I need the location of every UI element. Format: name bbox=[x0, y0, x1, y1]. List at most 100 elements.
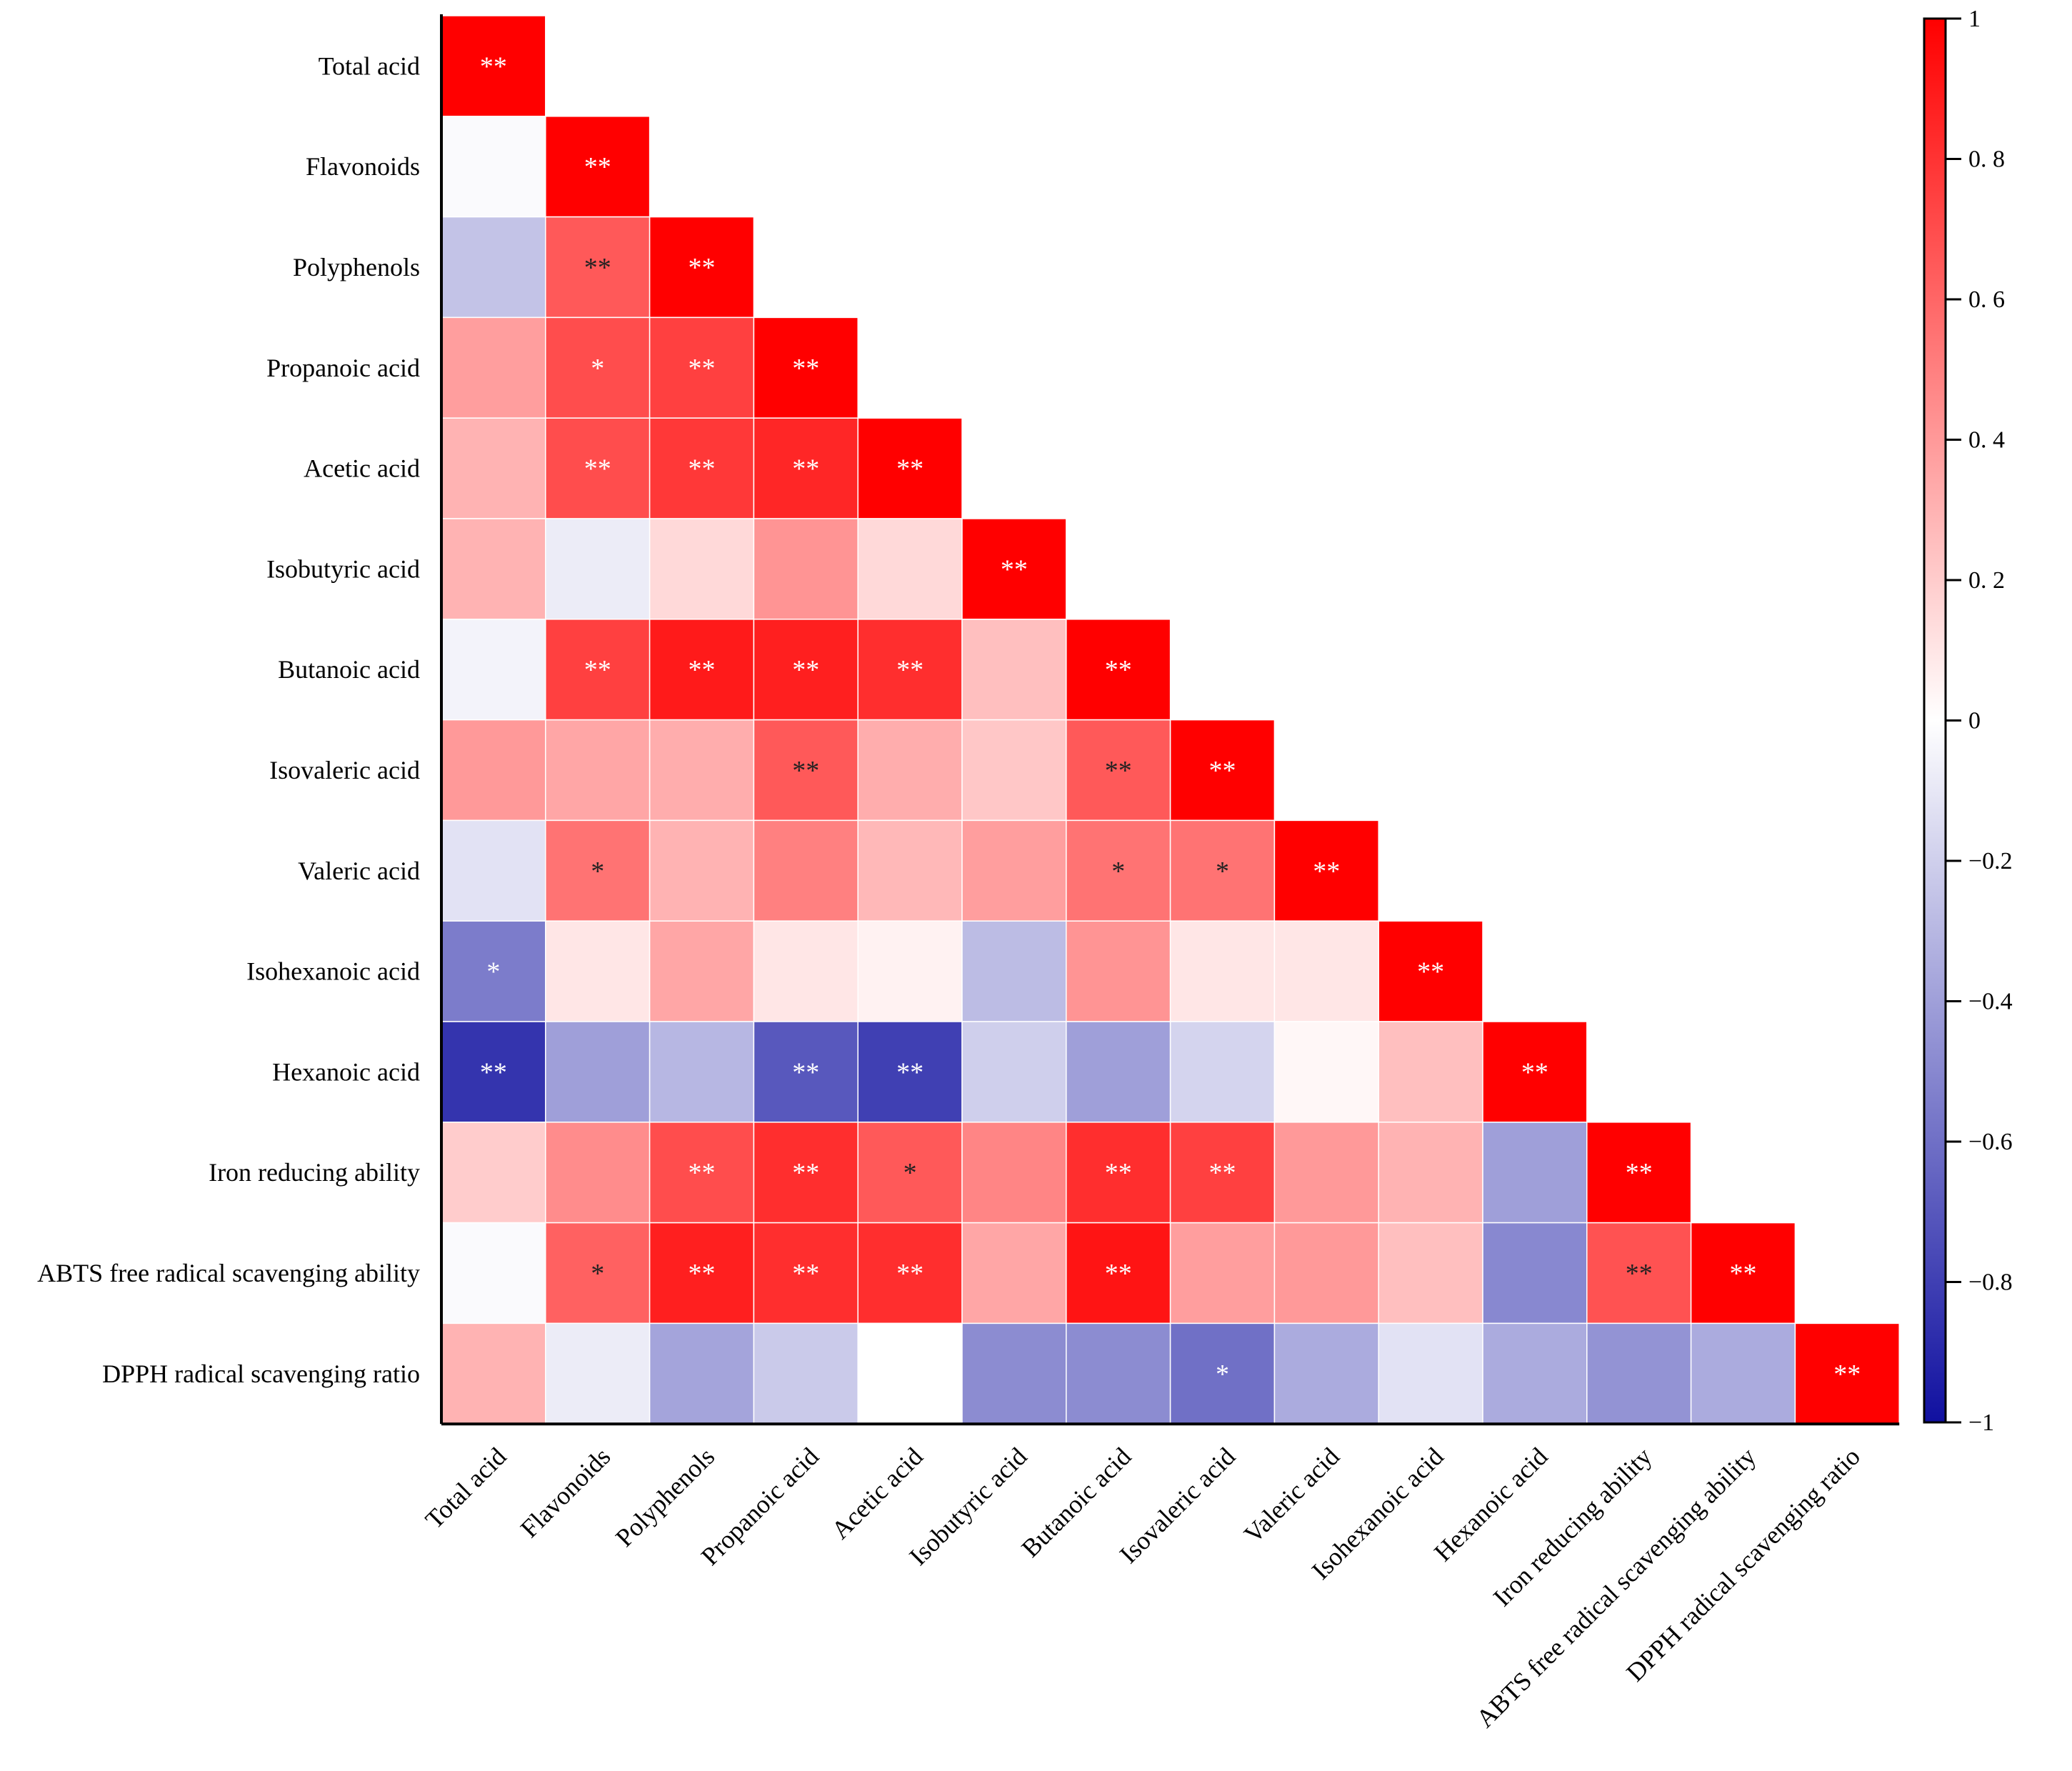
cell-polyphenols-total-acid bbox=[441, 216, 546, 319]
y-tick-label-valeric-acid: Valeric acid bbox=[298, 857, 420, 885]
cell-abts-free-radical-scavenging-ability-acetic-acid bbox=[857, 1222, 963, 1324]
y-tick-label-isohexanoic-acid: Isohexanoic acid bbox=[246, 957, 420, 986]
cell-hexanoic-acid-hexanoic-acid bbox=[1482, 1021, 1588, 1123]
cell-abts-free-radical-scavenging-ability-polyphenols bbox=[649, 1222, 755, 1324]
significance-marker: ** bbox=[689, 1259, 716, 1289]
cell-isobutyric-acid-total-acid bbox=[441, 518, 546, 620]
x-tick-label-acetic-acid: Acetic acid bbox=[826, 1442, 928, 1545]
significance-marker: ** bbox=[584, 152, 611, 182]
colorbar-tick-label: −0.6 bbox=[1968, 1129, 2013, 1155]
cell-hexanoic-acid-isovaleric-acid bbox=[1169, 1021, 1276, 1123]
cell-polyphenols-flavonoids bbox=[545, 216, 651, 319]
cell-isobutyric-acid-acetic-acid bbox=[857, 518, 963, 620]
y-tick-label-total-acid: Total acid bbox=[319, 51, 420, 80]
cell-butanoic-acid-acetic-acid bbox=[857, 619, 963, 721]
cell-isobutyric-acid-polyphenols bbox=[649, 518, 755, 620]
cell-valeric-acid-isobutyric-acid bbox=[961, 819, 1067, 922]
cell-abts-free-radical-scavenging-ability-propanoic-acid bbox=[753, 1222, 859, 1324]
cell-isohexanoic-acid-butanoic-acid bbox=[1066, 920, 1171, 1022]
cell-valeric-acid-butanoic-acid bbox=[1066, 819, 1171, 922]
cell-isohexanoic-acid-polyphenols bbox=[649, 920, 755, 1022]
cell-butanoic-acid-propanoic-acid bbox=[753, 619, 859, 721]
cell-isohexanoic-acid-propanoic-acid bbox=[753, 920, 859, 1022]
cell-propanoic-acid-total-acid bbox=[441, 316, 546, 419]
significance-marker: ** bbox=[1730, 1259, 1757, 1289]
significance-marker: ** bbox=[1209, 756, 1236, 786]
cell-abts-free-radical-scavenging-ability-abts-free-radical-scavenging-ability bbox=[1690, 1222, 1796, 1324]
y-tick-label-butanoic-acid: Butanoic acid bbox=[278, 655, 420, 684]
significance-marker: * bbox=[1216, 857, 1229, 887]
y-tick-label-polyphenols: Polyphenols bbox=[293, 253, 420, 281]
cell-abts-free-radical-scavenging-ability-total-acid bbox=[441, 1222, 546, 1324]
significance-marker: ** bbox=[896, 1057, 924, 1087]
cell-dpph-radical-scavenging-ratio-abts-free-radical-scavenging-ability bbox=[1690, 1322, 1796, 1425]
cell-hexanoic-acid-acetic-acid bbox=[857, 1021, 963, 1123]
y-tick-label-isobutyric-acid: Isobutyric acid bbox=[266, 554, 420, 583]
cell-iron-reducing-ability-hexanoic-acid bbox=[1482, 1122, 1588, 1224]
cell-butanoic-acid-isobutyric-acid bbox=[961, 619, 1067, 721]
significance-marker: ** bbox=[896, 655, 924, 685]
cell-isohexanoic-acid-flavonoids bbox=[545, 920, 651, 1022]
cell-isovaleric-acid-total-acid bbox=[441, 719, 546, 822]
cell-dpph-radical-scavenging-ratio-total-acid bbox=[441, 1322, 546, 1425]
significance-marker: * bbox=[591, 1259, 604, 1289]
cell-iron-reducing-ability-valeric-acid bbox=[1273, 1122, 1379, 1224]
y-tick-label-dpph-radical-scavenging-ratio: DPPH radical scavenging ratio bbox=[102, 1360, 420, 1388]
cell-butanoic-acid-polyphenols bbox=[649, 619, 755, 721]
cell-hexanoic-acid-butanoic-acid bbox=[1066, 1021, 1171, 1123]
colorbar-tick-label: 0. 4 bbox=[1968, 427, 2005, 454]
y-tick-label-hexanoic-acid: Hexanoic acid bbox=[272, 1057, 420, 1086]
cell-hexanoic-acid-total-acid bbox=[441, 1021, 546, 1123]
significance-marker: * bbox=[591, 857, 604, 887]
cell-valeric-acid-acetic-acid bbox=[857, 819, 963, 922]
significance-marker: ** bbox=[1209, 1158, 1236, 1188]
cell-flavonoids-flavonoids bbox=[545, 116, 651, 218]
cell-valeric-acid-valeric-acid bbox=[1273, 819, 1379, 922]
significance-marker: ** bbox=[1105, 1259, 1132, 1289]
cell-valeric-acid-polyphenols bbox=[649, 819, 755, 922]
colorbar-tick-label: −1 bbox=[1968, 1410, 1994, 1436]
significance-marker: ** bbox=[896, 1259, 924, 1289]
significance-marker: ** bbox=[896, 454, 924, 484]
significance-marker: ** bbox=[1313, 857, 1340, 887]
cell-isobutyric-acid-propanoic-acid bbox=[753, 518, 859, 620]
significance-marker: * bbox=[486, 957, 500, 987]
y-tick-label-propanoic-acid: Propanoic acid bbox=[266, 354, 420, 382]
x-tick-label-total-acid: Total acid bbox=[420, 1442, 512, 1535]
significance-marker: * bbox=[1111, 857, 1125, 887]
y-tick-label-iron-reducing-ability: Iron reducing ability bbox=[209, 1158, 420, 1187]
cell-dpph-radical-scavenging-ratio-isohexanoic-acid bbox=[1378, 1322, 1483, 1425]
significance-marker: ** bbox=[1521, 1057, 1548, 1087]
significance-marker: ** bbox=[480, 51, 507, 81]
x-tick-label-flavonoids: Flavonoids bbox=[515, 1442, 616, 1543]
significance-marker: ** bbox=[792, 1158, 819, 1188]
cell-isovaleric-acid-isovaleric-acid bbox=[1169, 719, 1276, 822]
colorbar-tick-label: −0.4 bbox=[1968, 989, 2013, 1015]
significance-marker: ** bbox=[1626, 1158, 1653, 1188]
cell-iron-reducing-ability-isobutyric-acid bbox=[961, 1122, 1067, 1224]
heatmap-cells bbox=[441, 15, 1900, 1425]
colorbar-tick-label: 0. 8 bbox=[1968, 146, 2005, 173]
cell-hexanoic-acid-propanoic-acid bbox=[753, 1021, 859, 1123]
significance-marker: ** bbox=[584, 454, 611, 484]
cell-hexanoic-acid-flavonoids bbox=[545, 1021, 651, 1123]
colorbar: 1 0. 8 0. 6 0. 4 0. 2 0 −0.2 −0.4 −0.6 −0.8 −1 bbox=[1923, 6, 2013, 1436]
significance-marker: ** bbox=[689, 655, 716, 685]
x-tick-label-valeric-acid: Valeric acid bbox=[1238, 1442, 1345, 1549]
cell-dpph-radical-scavenging-ratio-iron-reducing-ability bbox=[1586, 1322, 1692, 1425]
significance-marker: ** bbox=[1105, 655, 1132, 685]
colorbar-tick-label: 0. 6 bbox=[1968, 286, 2005, 313]
cell-iron-reducing-ability-total-acid bbox=[441, 1122, 546, 1224]
cell-isohexanoic-acid-valeric-acid bbox=[1273, 920, 1379, 1022]
cell-dpph-radical-scavenging-ratio-polyphenols bbox=[649, 1322, 755, 1425]
y-tick-labels: Total acid Flavonoids Polyphenols Propanoic… bbox=[37, 51, 420, 1387]
cell-dpph-radical-scavenging-ratio-isobutyric-acid bbox=[961, 1322, 1067, 1425]
cell-isohexanoic-acid-acetic-acid bbox=[857, 920, 963, 1022]
cell-propanoic-acid-flavonoids bbox=[545, 316, 651, 419]
significance-marker: ** bbox=[689, 253, 716, 283]
significance-marker: ** bbox=[1626, 1259, 1653, 1289]
cell-total-acid-total-acid bbox=[441, 15, 546, 117]
cell-isovaleric-acid-butanoic-acid bbox=[1066, 719, 1171, 822]
colorbar-tick-label: −0.2 bbox=[1968, 848, 2013, 874]
significance-marker: ** bbox=[584, 655, 611, 685]
